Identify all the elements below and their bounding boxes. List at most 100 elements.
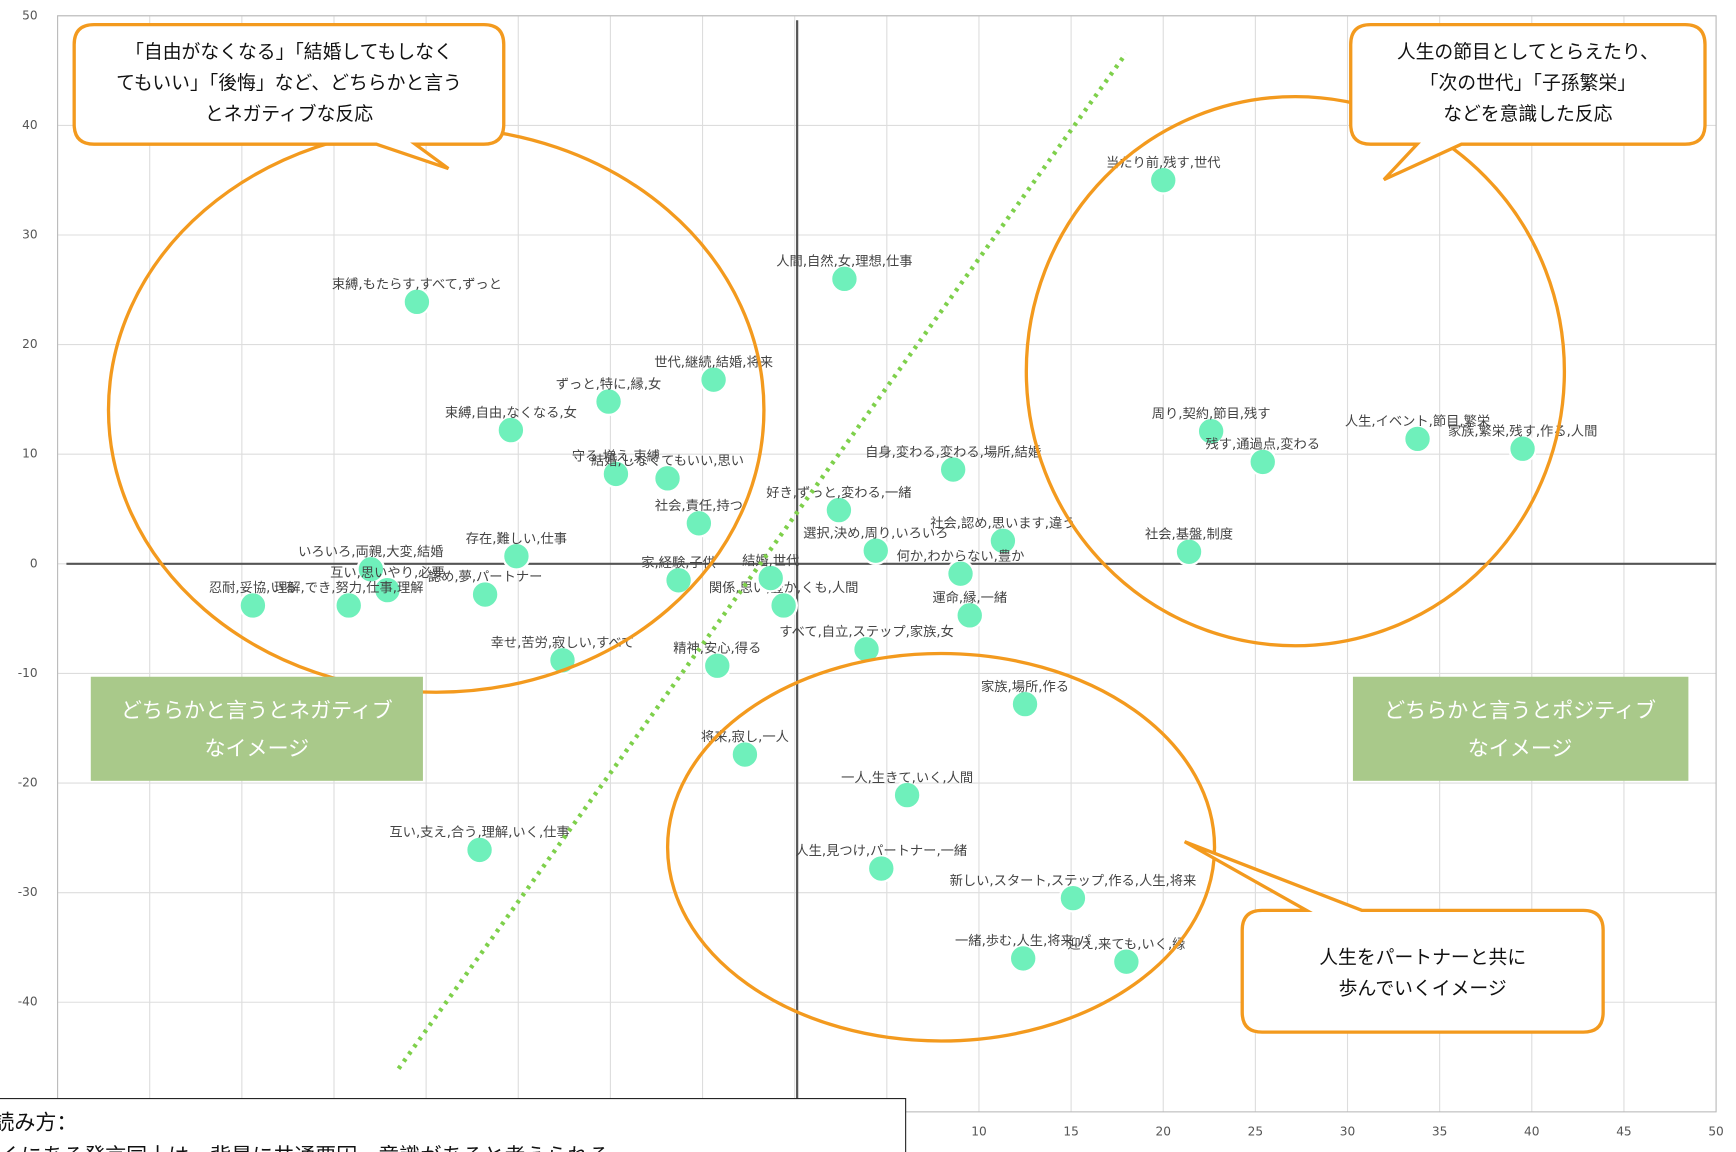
- note-box: [0, 1098, 907, 1152]
- point: [699, 365, 728, 395]
- x-tick-label: 45: [1616, 1124, 1631, 1138]
- point: [502, 541, 531, 571]
- point: [1196, 416, 1226, 446]
- point-label: 一緒,歩む,人生,将来,パ: [955, 933, 1091, 949]
- x-tick-label: 40: [1524, 1124, 1539, 1138]
- point: [664, 565, 693, 595]
- label-text: なイメージ: [1468, 735, 1573, 760]
- callout-text: 「自由がなくなる」「結婚してもしなく: [125, 41, 453, 63]
- point: [470, 580, 500, 609]
- point: [769, 591, 799, 620]
- point: [852, 634, 881, 664]
- point-label: 人間,自然,女,理想,仕事: [776, 253, 912, 270]
- point: [594, 387, 623, 416]
- point-label: 束縛,もたらす,すべて,ずっと: [332, 276, 502, 293]
- x-tick-label: 25: [1248, 1124, 1263, 1138]
- point: [824, 495, 854, 525]
- y-tick-label: -20: [18, 776, 38, 790]
- point: [861, 536, 891, 566]
- point: [601, 459, 631, 489]
- point-label: 将来,寂し,一人: [701, 729, 789, 745]
- point-label: 自身,変わる,変わる,場所,結婚: [865, 443, 1041, 460]
- y-tick-label: -40: [18, 995, 38, 1009]
- point: [988, 526, 1018, 556]
- callouts: [72, 22, 1707, 1034]
- point-label: 理解,でき,努力,仕事,理解: [274, 580, 424, 596]
- point: [402, 287, 432, 317]
- point: [1010, 689, 1040, 719]
- callout-box: [72, 22, 506, 171]
- point: [892, 780, 922, 810]
- point: [1008, 944, 1038, 973]
- x-tick-label: 10: [971, 1124, 986, 1138]
- point: [334, 591, 364, 620]
- point-label: いろいろ,両親,大変,結婚: [298, 543, 443, 560]
- point: [356, 554, 386, 584]
- callout-box: [1183, 840, 1605, 1034]
- point-label: 人生,イベント,節目,繁栄: [1345, 414, 1490, 430]
- point: [465, 835, 494, 865]
- point-label: 迎え,来ても,いく,縁: [1067, 936, 1185, 952]
- note-text: 読み方：: [0, 1110, 77, 1135]
- x-tick-label: 35: [1432, 1124, 1447, 1138]
- point-label: 何か,わからない,豊か: [897, 548, 1025, 564]
- point: [756, 563, 786, 593]
- point-label: 家,経験,子供: [641, 554, 716, 571]
- callout-text: とネガティブな反応: [205, 102, 373, 125]
- point: [1403, 424, 1432, 454]
- point-label: 周り,契約,節目,残す: [1152, 406, 1271, 422]
- x-tick-label: 30: [1340, 1124, 1355, 1138]
- point: [1248, 447, 1278, 477]
- point: [702, 651, 732, 681]
- point-label: 運命,縁,一緒: [932, 589, 1007, 606]
- point: [1148, 165, 1178, 195]
- point: [730, 740, 760, 769]
- point: [373, 575, 402, 605]
- point-label: 守る,増え,束縛: [572, 448, 660, 465]
- point-label: すべて,自立,ステップ,家族,女: [779, 623, 954, 640]
- point-label: 当たり前,残す,世代: [1106, 154, 1221, 171]
- callout-text: 「次の世代」「子孫繁栄」: [1420, 72, 1636, 94]
- ellipse: [106, 125, 766, 694]
- x-tick-label: 20: [1156, 1124, 1171, 1138]
- y-tick-label: -30: [18, 885, 38, 899]
- point-label: 社会,基盤,制度: [1145, 526, 1233, 542]
- point-label: 選択,決め,周り,いろいろ: [803, 525, 948, 541]
- callout-text: てもいい」「後悔」など、どちらかと言う: [116, 72, 462, 94]
- point: [496, 415, 526, 445]
- point-label: 幸せ,苦労,寂しい,すべて: [491, 635, 635, 651]
- label-box: [90, 676, 423, 781]
- label-text: なイメージ: [205, 735, 310, 760]
- ellipse: [665, 651, 1217, 1043]
- point: [1111, 947, 1141, 977]
- point: [1174, 537, 1204, 567]
- point-label: 結婚,世代: [742, 553, 799, 569]
- point-label: 一人,生きて,いく,人間: [841, 770, 973, 786]
- y-tick-label: 30: [22, 228, 37, 242]
- x-tick-label: 15: [1063, 1124, 1078, 1138]
- x-tick-label: 50: [1708, 1124, 1723, 1138]
- point-label: 家族,場所,作る: [981, 678, 1069, 695]
- point-label: 人生,見つけ,パートナー,一緒: [795, 843, 967, 859]
- point: [946, 559, 975, 589]
- y-tick-label: 0: [30, 556, 38, 570]
- point: [830, 264, 859, 294]
- point-label: 互い,支え,合う,理解,いく,仕事: [389, 825, 569, 841]
- point-label: 社会,責任,持つ: [655, 498, 743, 514]
- label-text: どちらかと言うとポジティブ: [1384, 698, 1656, 723]
- point-label: 存在,難しい,仕事: [466, 531, 567, 547]
- y-tick-label: 50: [22, 8, 37, 22]
- point-label: 互い,思いやり,必要: [330, 565, 445, 581]
- point-label: 社会,認め,思います,違う: [930, 516, 1075, 532]
- y-tick-label: 40: [22, 118, 37, 132]
- points: 当たり前,残す,世代人間,自然,女,理想,仕事束縛,もたらす,すべて,ずっと世代…: [209, 154, 1597, 977]
- y-tick-label: -10: [18, 666, 38, 680]
- point-label: 精神,安心,得る: [673, 639, 761, 656]
- point: [653, 463, 682, 493]
- note-text: くにある発言同士は、背景に共通要因、意識があると考えられる: [0, 1143, 609, 1152]
- label-text: どちらかと言うとネガティブ: [121, 698, 393, 723]
- callout-text: 人生の節目としてとらえたり、: [1397, 41, 1659, 63]
- point-label: 残す,通過点,変わる: [1205, 436, 1320, 453]
- point-label: 忍耐,妥協,いる: [209, 580, 297, 596]
